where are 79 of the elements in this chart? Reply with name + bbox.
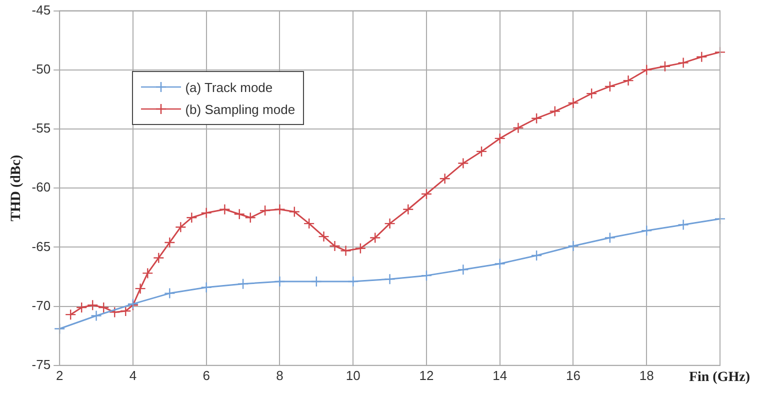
y-tick-label: -75: [32, 356, 51, 372]
point: [354, 242, 366, 254]
point: [641, 225, 652, 236]
x-tick-label: 6: [202, 368, 210, 383]
point: [384, 274, 396, 285]
y-axis-title: THD (dBc): [9, 154, 24, 222]
x-tick-label: 4: [129, 368, 137, 383]
x-tick-label: 8: [276, 368, 284, 383]
point: [186, 212, 198, 224]
point: [200, 282, 212, 293]
point: [494, 258, 506, 270]
point: [530, 250, 542, 262]
point: [288, 206, 300, 218]
point: [458, 264, 469, 276]
point: [678, 219, 689, 230]
point: [348, 276, 359, 288]
point: [164, 288, 176, 299]
point: [604, 232, 616, 244]
point: [109, 306, 120, 318]
point: [622, 74, 634, 86]
point: [175, 222, 186, 233]
point: [134, 282, 146, 294]
point: [274, 276, 286, 288]
point: [90, 310, 102, 322]
x-tick-label: 14: [492, 368, 508, 383]
x-tick-label: 16: [566, 368, 580, 383]
point: [512, 122, 524, 134]
legend-label: (b) Sampling mode: [185, 102, 296, 117]
y-tick-label: -45: [32, 2, 51, 18]
point: [420, 188, 432, 200]
x-axis-title: Fin (GHz): [688, 370, 750, 386]
point: [530, 112, 542, 124]
point: [696, 51, 708, 62]
point: [237, 278, 249, 290]
point: [234, 208, 245, 220]
point: [384, 218, 396, 230]
point: [476, 146, 488, 158]
point: [604, 80, 616, 92]
y-tick-label: -65: [32, 238, 51, 254]
x-tick-label: 18: [639, 368, 654, 383]
point: [439, 173, 450, 184]
point: [549, 106, 560, 117]
point: [310, 276, 322, 288]
point: [200, 207, 212, 219]
point: [164, 236, 176, 248]
point: [87, 300, 98, 311]
x-tick-label: 2: [56, 368, 64, 383]
point: [586, 88, 598, 100]
y-tick-label: -50: [32, 61, 51, 76]
point: [318, 230, 330, 242]
point: [420, 270, 432, 282]
y-tick-label: -70: [32, 298, 51, 313]
point: [244, 212, 256, 224]
point: [494, 132, 506, 144]
point: [370, 232, 381, 244]
point: [329, 240, 340, 252]
point: [76, 302, 88, 314]
legend-label: (a) Track mode: [185, 80, 273, 95]
point: [659, 60, 671, 72]
point: [219, 204, 230, 215]
point: [458, 158, 469, 169]
point: [340, 245, 352, 256]
x-tick-label: 10: [346, 368, 360, 383]
point: [568, 240, 579, 252]
point: [568, 97, 579, 109]
point: [259, 204, 271, 216]
point: [120, 305, 132, 317]
point: [678, 57, 689, 68]
point: [98, 302, 110, 314]
x-tick-label: 12: [419, 368, 434, 383]
point: [153, 252, 164, 264]
point: [641, 64, 652, 76]
point: [142, 268, 154, 279]
y-tick-label: -55: [32, 120, 51, 136]
point: [303, 218, 315, 230]
point: [402, 204, 414, 215]
point: [274, 204, 286, 215]
y-tick-label: -60: [32, 180, 51, 195]
point: [64, 308, 76, 320]
